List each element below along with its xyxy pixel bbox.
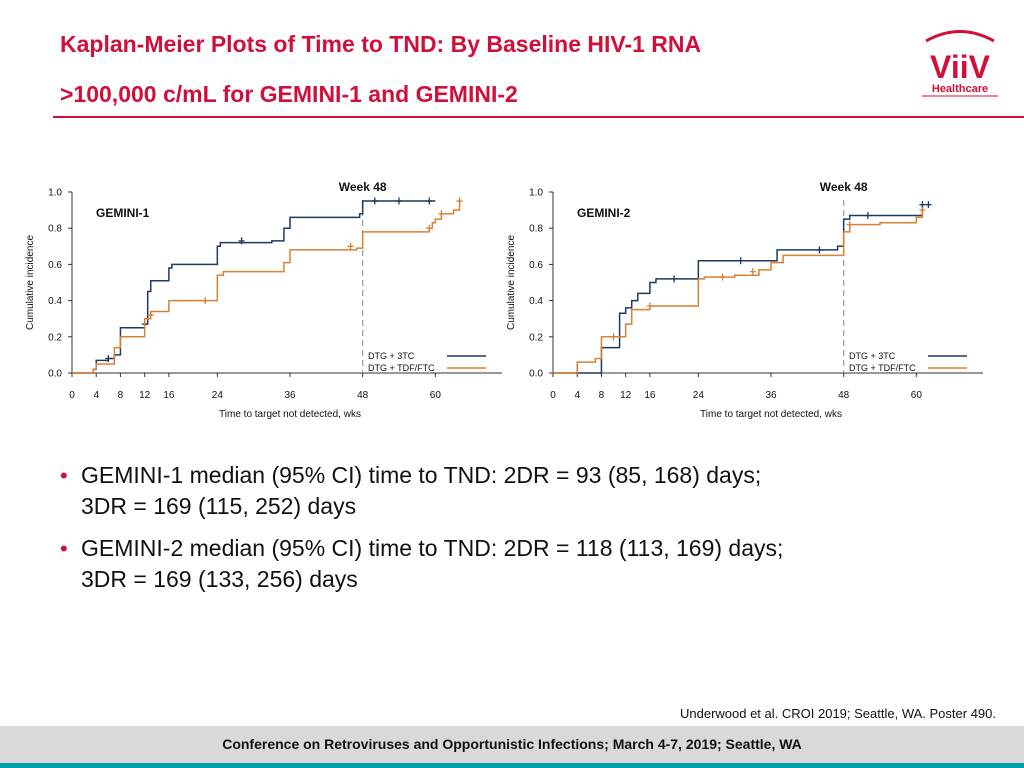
series-line-dtg-3tc: [72, 200, 436, 374]
censor-mark: [438, 210, 445, 218]
x-tick-label: 12: [139, 390, 151, 401]
censor-mark: [737, 257, 744, 265]
footer-band: Conference on Retroviruses and Opportuni…: [0, 726, 1024, 763]
series-line-dtg-3tc: [553, 204, 924, 374]
y-tick-label: 0.2: [48, 332, 62, 343]
x-tick-label: 0: [69, 390, 75, 401]
censor-mark: [671, 275, 678, 283]
censor-mark: [238, 237, 245, 245]
legend-label: DTG + TDF/FTC: [368, 363, 435, 373]
x-axis-label: Time to target not detected, wks: [219, 409, 361, 420]
x-tick-label: 12: [620, 390, 632, 401]
week-48-annotation: Week 48: [820, 180, 868, 194]
x-tick-label: 60: [430, 390, 442, 401]
logo-wordmark: ViiV: [930, 49, 991, 85]
censor-mark: [147, 311, 154, 319]
logo-subtitle: Healthcare: [932, 83, 988, 95]
y-axis-label: Cumulative incidence: [25, 235, 36, 330]
x-tick-label: 8: [599, 390, 605, 401]
censor-mark: [719, 273, 726, 281]
y-tick-label: 0.0: [529, 369, 543, 380]
censor-mark: [925, 201, 932, 209]
y-tick-label: 1.0: [48, 188, 62, 199]
x-tick-label: 16: [163, 390, 175, 401]
bullet-text-line-2: 3DR = 169 (133, 256) days: [81, 566, 358, 592]
bullet-dot-icon: •: [60, 463, 68, 488]
censor-mark: [456, 197, 463, 205]
x-tick-label: 24: [693, 390, 705, 401]
censor-mark: [919, 206, 926, 214]
page-title-line-1: Kaplan-Meier Plots of Time to TND: By Ba…: [60, 31, 702, 57]
x-tick-label: 8: [118, 390, 124, 401]
bottom-accent-stripe: [0, 763, 1024, 768]
bullet-dot-icon: •: [60, 536, 68, 561]
summary-bullets: • GEMINI-1 median (95% CI) time to TND: …: [60, 460, 1000, 606]
censor-mark: [646, 302, 653, 310]
censor-mark: [846, 221, 853, 229]
chart-title: GEMINI-2: [577, 206, 631, 220]
page-title-line-2: >100,000 c/mL for GEMINI-1 and GEMINI-2: [60, 81, 518, 107]
y-axis-label: Cumulative incidence: [506, 235, 517, 330]
x-tick-label: 4: [574, 390, 580, 401]
legend-label: DTG + TDF/FTC: [849, 363, 916, 373]
censor-mark: [426, 197, 433, 205]
x-tick-label: 48: [357, 390, 369, 401]
legend-label: DTG + 3TC: [368, 351, 415, 361]
censor-mark: [202, 297, 209, 305]
censor-mark: [749, 268, 756, 276]
legend-label: DTG + 3TC: [849, 351, 896, 361]
bullet-text-line-1: GEMINI-2 median (95% CI) time to TND: 2D…: [81, 535, 784, 561]
x-tick-label: 60: [911, 390, 923, 401]
bullet-gemini-2: • GEMINI-2 median (95% CI) time to TND: …: [60, 533, 1000, 595]
week-48-annotation: Week 48: [339, 180, 387, 194]
title-divider: [53, 116, 1024, 118]
censor-mark: [347, 242, 354, 250]
logo-arc-icon: [925, 30, 995, 43]
y-tick-label: 0.0: [48, 369, 62, 380]
viiv-healthcare-logo: ViiV Healthcare: [922, 30, 998, 97]
x-tick-label: 0: [550, 390, 556, 401]
y-tick-label: 0.4: [529, 296, 543, 307]
footer-conference-text: Conference on Retroviruses and Opportuni…: [222, 736, 802, 752]
censor-mark: [105, 355, 112, 363]
x-tick-label: 36: [284, 390, 296, 401]
citation: Underwood et al. CROI 2019; Seattle, WA.…: [679, 706, 996, 721]
x-tick-label: 36: [765, 390, 777, 401]
y-tick-label: 0.4: [48, 296, 62, 307]
y-tick-label: 0.8: [48, 224, 62, 235]
km-chart-gemini-2: 0.00.20.40.60.81.004812162436486072Time …: [506, 180, 983, 420]
censor-mark: [610, 333, 617, 341]
x-tick-label: 4: [93, 390, 99, 401]
y-tick-label: 1.0: [529, 188, 543, 199]
bullet-text-line-1: GEMINI-1 median (95% CI) time to TND: 2D…: [81, 462, 762, 488]
y-tick-label: 0.6: [529, 260, 543, 271]
bullet-text-line-2: 3DR = 169 (115, 252) days: [81, 493, 357, 519]
y-tick-label: 0.2: [529, 332, 543, 343]
km-chart-gemini-1: 0.00.20.40.60.81.004812162436486072Time …: [25, 180, 502, 420]
censor-mark: [816, 246, 823, 254]
censor-mark: [371, 197, 378, 205]
censor-mark: [426, 224, 433, 232]
y-tick-label: 0.6: [48, 260, 62, 271]
y-tick-label: 0.8: [529, 224, 543, 235]
x-tick-label: 24: [212, 390, 224, 401]
x-axis-label: Time to target not detected, wks: [700, 409, 842, 420]
chart-title: GEMINI-1: [96, 206, 150, 220]
censor-mark: [396, 197, 402, 205]
series-line-dtg-tdf-ftc: [553, 210, 924, 374]
x-tick-label: 16: [644, 390, 656, 401]
x-tick-label: 48: [838, 390, 850, 401]
series-line-dtg-tdf-ftc: [72, 201, 461, 374]
bullet-gemini-1: • GEMINI-1 median (95% CI) time to TND: …: [60, 460, 1000, 522]
censor-mark: [864, 212, 871, 220]
